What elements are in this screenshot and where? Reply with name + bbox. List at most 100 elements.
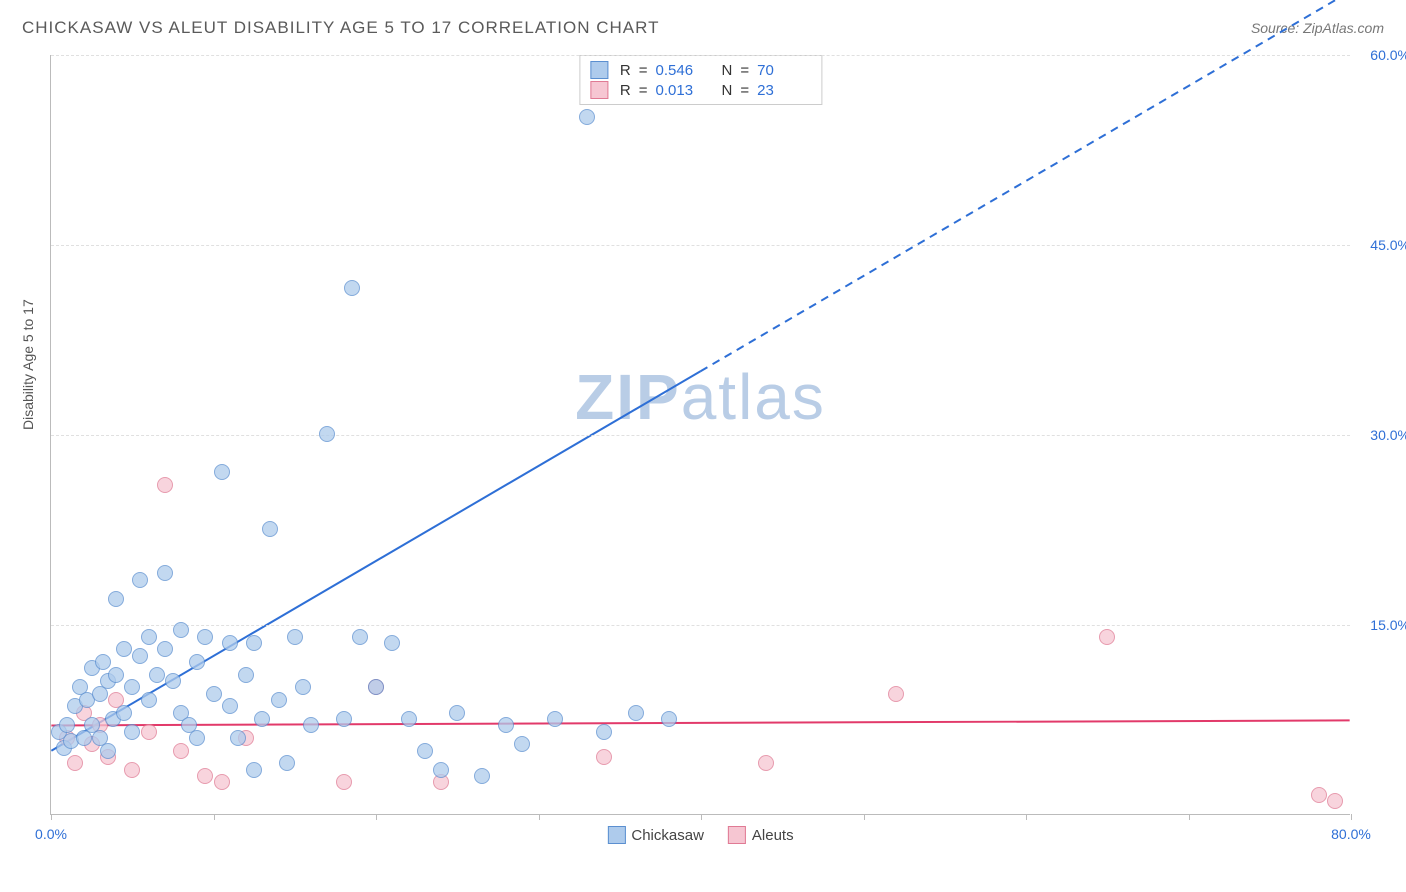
scatter-point xyxy=(758,755,774,771)
scatter-point xyxy=(214,464,230,480)
scatter-point xyxy=(449,705,465,721)
scatter-point xyxy=(141,629,157,645)
r-label: R xyxy=(620,62,631,79)
scatter-point xyxy=(1099,629,1115,645)
scatter-point xyxy=(230,730,246,746)
title-bar: CHICKASAW VS ALEUT DISABILITY AGE 5 TO 1… xyxy=(22,18,1384,38)
scatter-point xyxy=(189,730,205,746)
eq: = xyxy=(740,62,749,79)
legend-label-chickasaw: Chickasaw xyxy=(631,827,704,844)
scatter-point xyxy=(149,667,165,683)
scatter-point xyxy=(246,635,262,651)
scatter-point xyxy=(95,654,111,670)
scatter-point xyxy=(116,705,132,721)
scatter-point xyxy=(303,717,319,733)
scatter-point xyxy=(271,692,287,708)
scatter-point xyxy=(141,724,157,740)
scatter-point xyxy=(352,629,368,645)
watermark: ZIPatlas xyxy=(575,360,826,434)
scatter-point xyxy=(116,641,132,657)
scatter-point xyxy=(661,711,677,727)
legend-swatch-chickasaw xyxy=(607,826,625,844)
scatter-point xyxy=(165,673,181,689)
stats-row-aleuts: R = 0.013 N = 23 xyxy=(590,80,811,100)
x-tick xyxy=(1189,814,1190,820)
grid-line xyxy=(51,625,1350,626)
scatter-point xyxy=(132,572,148,588)
series-legend: Chickasaw Aleuts xyxy=(607,826,793,844)
eq: = xyxy=(639,62,648,79)
scatter-point xyxy=(596,724,612,740)
grid-line xyxy=(51,245,1350,246)
scatter-point xyxy=(124,679,140,695)
scatter-point xyxy=(214,774,230,790)
scatter-point xyxy=(279,755,295,771)
n-value-chickasaw: 70 xyxy=(757,62,811,79)
scatter-point xyxy=(254,711,270,727)
r-value-chickasaw: 0.546 xyxy=(656,62,710,79)
scatter-point xyxy=(579,109,595,125)
source-label: Source: xyxy=(1251,20,1303,36)
scatter-point xyxy=(141,692,157,708)
scatter-point xyxy=(238,667,254,683)
x-tick xyxy=(376,814,377,820)
y-tick-label: 60.0% xyxy=(1370,47,1406,63)
x-tick xyxy=(214,814,215,820)
scatter-point xyxy=(433,762,449,778)
scatter-point xyxy=(336,711,352,727)
scatter-point xyxy=(417,743,433,759)
scatter-point xyxy=(295,679,311,695)
legend-label-aleuts: Aleuts xyxy=(752,827,794,844)
scatter-point xyxy=(100,743,116,759)
y-axis-label: Disability Age 5 to 17 xyxy=(20,299,36,430)
scatter-point xyxy=(157,641,173,657)
scatter-point xyxy=(1311,787,1327,803)
x-tick xyxy=(701,814,702,820)
scatter-point xyxy=(222,635,238,651)
swatch-aleuts xyxy=(590,81,608,99)
x-tick-label: 80.0% xyxy=(1331,826,1371,842)
stats-row-chickasaw: R = 0.546 N = 70 xyxy=(590,60,811,80)
y-tick-label: 45.0% xyxy=(1370,237,1406,253)
scatter-point xyxy=(1327,793,1343,809)
stats-legend: R = 0.546 N = 70 R = 0.013 N = 23 xyxy=(579,55,822,105)
scatter-point xyxy=(124,762,140,778)
scatter-point xyxy=(319,426,335,442)
scatter-point xyxy=(384,635,400,651)
scatter-point xyxy=(246,762,262,778)
y-tick-label: 15.0% xyxy=(1370,617,1406,633)
grid-line xyxy=(51,435,1350,436)
scatter-point xyxy=(67,755,83,771)
scatter-point xyxy=(157,477,173,493)
scatter-point xyxy=(173,622,189,638)
legend-item-chickasaw: Chickasaw xyxy=(607,826,704,844)
scatter-point xyxy=(262,521,278,537)
r-label: R xyxy=(620,82,631,99)
eq: = xyxy=(740,82,749,99)
scatter-point xyxy=(108,591,124,607)
scatter-point xyxy=(401,711,417,727)
x-tick xyxy=(51,814,52,820)
scatter-point xyxy=(197,768,213,784)
x-tick xyxy=(539,814,540,820)
watermark-rest: atlas xyxy=(681,361,826,433)
n-label: N xyxy=(722,82,733,99)
scatter-point xyxy=(222,698,238,714)
x-tick xyxy=(1026,814,1027,820)
scatter-point xyxy=(287,629,303,645)
x-tick xyxy=(864,814,865,820)
scatter-point xyxy=(547,711,563,727)
scatter-point xyxy=(173,743,189,759)
legend-item-aleuts: Aleuts xyxy=(728,826,794,844)
legend-swatch-aleuts xyxy=(728,826,746,844)
scatter-point xyxy=(344,280,360,296)
x-tick-label: 0.0% xyxy=(35,826,67,842)
x-tick xyxy=(1351,814,1352,820)
n-label: N xyxy=(722,62,733,79)
scatter-point xyxy=(108,667,124,683)
swatch-chickasaw xyxy=(590,61,608,79)
n-value-aleuts: 23 xyxy=(757,82,811,99)
scatter-point xyxy=(336,774,352,790)
scatter-point xyxy=(132,648,148,664)
scatter-point xyxy=(157,565,173,581)
